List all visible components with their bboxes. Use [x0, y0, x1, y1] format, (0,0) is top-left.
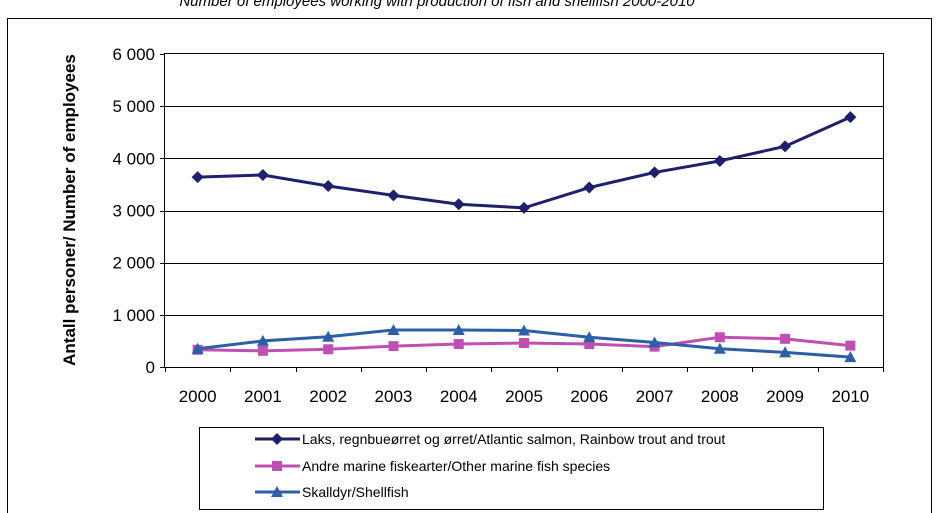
data-point [256, 334, 269, 346]
data-point [191, 171, 204, 184]
legend-marker [271, 433, 283, 445]
data-point [322, 179, 335, 192]
y-tick-label: 1 000 [112, 306, 155, 325]
y-tick-label: 5 000 [112, 97, 155, 116]
series-1 [191, 111, 857, 214]
chart-title: Number of employees working with product… [179, 0, 695, 10]
data-point [648, 336, 661, 348]
x-axis-ticks: 2000 2001 2002 2003 2004 2005 2006 2007 2008 2009… [165, 367, 884, 406]
data-point [518, 201, 530, 214]
x-tick-label: 2008 [701, 387, 739, 406]
data-point [453, 339, 464, 350]
data-point [845, 340, 856, 351]
x-tick-label: 2004 [440, 387, 478, 406]
y-tick-label: 3 000 [112, 202, 155, 221]
data-point [583, 181, 596, 194]
y-tick-label: 6 000 [112, 45, 155, 64]
series-3 [191, 323, 857, 363]
data-point [844, 111, 857, 124]
data-point [583, 331, 596, 343]
legend-label: Skalldyr/Shellfish [302, 484, 409, 500]
y-axis-label: Antall personer/ Number of employees [60, 54, 79, 366]
x-tick-label: 2003 [375, 387, 413, 406]
legend-item: Skalldyr/Shellfish [255, 484, 409, 500]
data-point [518, 324, 530, 336]
legend-marker [272, 461, 282, 471]
data-point [452, 323, 465, 335]
data-point [257, 345, 268, 356]
y-tick-label: 0 [146, 358, 155, 377]
data-point [323, 344, 334, 355]
legend: Laks, regnbueørret og ørret/Atlantic sal… [255, 431, 725, 500]
data-point [322, 330, 335, 342]
x-tick-label: 2007 [636, 387, 674, 406]
y-axis-ticks: 0 1 000 2 000 3 000 4 000 5 000 6 000 [112, 45, 165, 377]
data-point [844, 351, 857, 363]
x-tick-label: 2006 [570, 387, 608, 406]
legend-marker [271, 486, 283, 497]
data-point [779, 140, 792, 153]
data-point [648, 166, 661, 179]
data-point [584, 339, 595, 350]
legend-item: Laks, regnbueørret og ørret/Atlantic sal… [255, 431, 725, 447]
legend-item: Andre marine fiskearter/Other marine fis… [255, 458, 610, 474]
data-point [191, 342, 204, 354]
data-point [519, 338, 529, 349]
data-point [714, 332, 725, 343]
x-tick-label: 2001 [244, 387, 282, 406]
gridlines [165, 106, 883, 316]
series-layer [191, 111, 857, 363]
legend-box [199, 427, 824, 510]
x-tick-label: 2000 [179, 387, 217, 406]
data-point [387, 323, 400, 335]
x-tick-label: 2002 [309, 387, 347, 406]
data-point [387, 189, 400, 202]
data-point [713, 154, 726, 167]
data-point [256, 169, 269, 182]
x-tick-label: 2005 [505, 387, 543, 406]
data-point [780, 333, 791, 344]
y-tick-label: 4 000 [112, 149, 155, 168]
chart-area-border [7, 18, 932, 513]
data-point [713, 342, 726, 354]
x-tick-label: 2010 [831, 387, 869, 406]
legend-label: Laks, regnbueørret og ørret/Atlantic sal… [302, 431, 725, 447]
data-point [779, 346, 792, 358]
data-point [388, 341, 399, 352]
data-point [452, 198, 465, 211]
legend-label: Andre marine fiskearter/Other marine fis… [302, 458, 610, 474]
x-tick-label: 2009 [766, 387, 804, 406]
y-tick-label: 2 000 [112, 254, 155, 273]
